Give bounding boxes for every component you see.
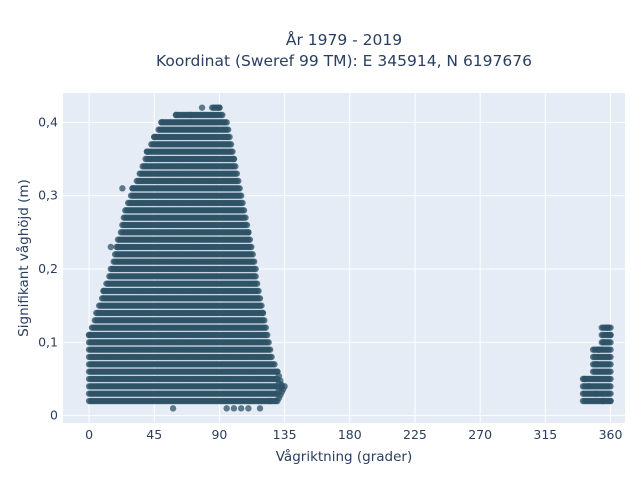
data-point [219, 111, 226, 119]
data-point [151, 133, 158, 141]
data-point [243, 221, 251, 229]
data-points [85, 104, 614, 412]
data-point [607, 324, 614, 331]
data-point [248, 243, 255, 251]
data-point [114, 243, 122, 251]
y-axis-title: Signifikant våghöjd (m) [15, 179, 32, 337]
data-point [237, 405, 245, 412]
x-tick-label: 0 [85, 427, 93, 442]
data-point [226, 133, 233, 141]
data-point [607, 397, 614, 405]
data-point [232, 163, 239, 170]
data-point [235, 177, 242, 185]
data-point [198, 104, 206, 111]
x-tick-label: 225 [403, 427, 427, 442]
data-point [119, 185, 126, 192]
data-point [245, 405, 252, 412]
data-point [158, 119, 165, 126]
y-axis-ticks: 0 0,1 0,2 0,3 0,4 [38, 114, 58, 422]
data-point [227, 141, 235, 148]
data-point [237, 192, 245, 199]
data-point [256, 405, 264, 412]
data-point [266, 346, 274, 353]
data-point [129, 185, 136, 192]
data-point [607, 383, 614, 390]
data-point [239, 199, 246, 207]
data-point [187, 111, 194, 119]
data-point [607, 361, 614, 368]
data-point [256, 295, 264, 302]
data-point [262, 324, 269, 331]
x-axis-ticks: 0 45 90 135 180 225 270 315 360 [85, 427, 622, 442]
data-point [258, 302, 265, 309]
data-point [264, 331, 271, 339]
y-tick-label: 0 [50, 408, 58, 423]
data-point [242, 214, 249, 221]
data-point [253, 280, 261, 287]
data-point [266, 397, 274, 405]
data-point [607, 368, 614, 375]
data-point [274, 368, 281, 375]
data-point [607, 331, 614, 339]
y-tick-label: 0,2 [38, 261, 58, 276]
x-tick-label: 360 [599, 427, 623, 442]
chart-title-line: År 1979 - 2019 [286, 30, 402, 49]
x-tick-label: 315 [533, 427, 557, 442]
x-tick-label: 90 [211, 427, 227, 442]
data-point [265, 339, 272, 346]
data-point [216, 104, 223, 111]
data-point [85, 331, 93, 339]
data-point [172, 111, 180, 119]
data-point [230, 405, 238, 412]
chart-subtitle-line: Koordinat (Sweref 99 TM): E 345914, N 61… [156, 52, 532, 70]
x-tick-label: 180 [338, 427, 362, 442]
data-point [268, 353, 275, 361]
data-point [143, 148, 151, 155]
data-point [240, 207, 248, 214]
data-point [223, 405, 230, 412]
data-point [261, 317, 268, 324]
data-point [252, 265, 259, 273]
y-tick-label: 0,1 [38, 334, 58, 349]
x-tick-label: 270 [468, 427, 492, 442]
grid-lines [63, 93, 625, 423]
data-point [246, 236, 254, 243]
data-point [252, 273, 259, 280]
data-point [607, 339, 614, 346]
data-point [224, 126, 232, 133]
data-point [259, 309, 267, 317]
data-point [250, 258, 258, 265]
data-point [236, 185, 243, 192]
data-point [245, 229, 252, 236]
data-point [100, 287, 107, 295]
x-tick-label: 45 [146, 427, 162, 442]
data-point [223, 119, 230, 126]
data-point [255, 287, 262, 295]
x-axis-title: Vågriktning (grader) [276, 448, 413, 465]
data-point [233, 170, 241, 177]
data-point [169, 405, 177, 412]
x-tick-label: 135 [273, 427, 297, 442]
data-point [107, 243, 114, 251]
y-tick-label: 0,4 [38, 114, 58, 129]
data-point [230, 155, 238, 163]
data-point [607, 375, 614, 383]
y-tick-label: 0,3 [38, 188, 58, 203]
data-point [607, 353, 614, 361]
data-point [271, 361, 278, 368]
plot-area [63, 93, 625, 423]
data-point [607, 390, 614, 397]
data-point [249, 251, 256, 258]
data-point [278, 383, 285, 390]
data-point [607, 346, 614, 353]
data-point [229, 148, 236, 155]
chart-title: År 1979 - 2019 Koordinat (Sweref 99 TM):… [156, 30, 532, 70]
